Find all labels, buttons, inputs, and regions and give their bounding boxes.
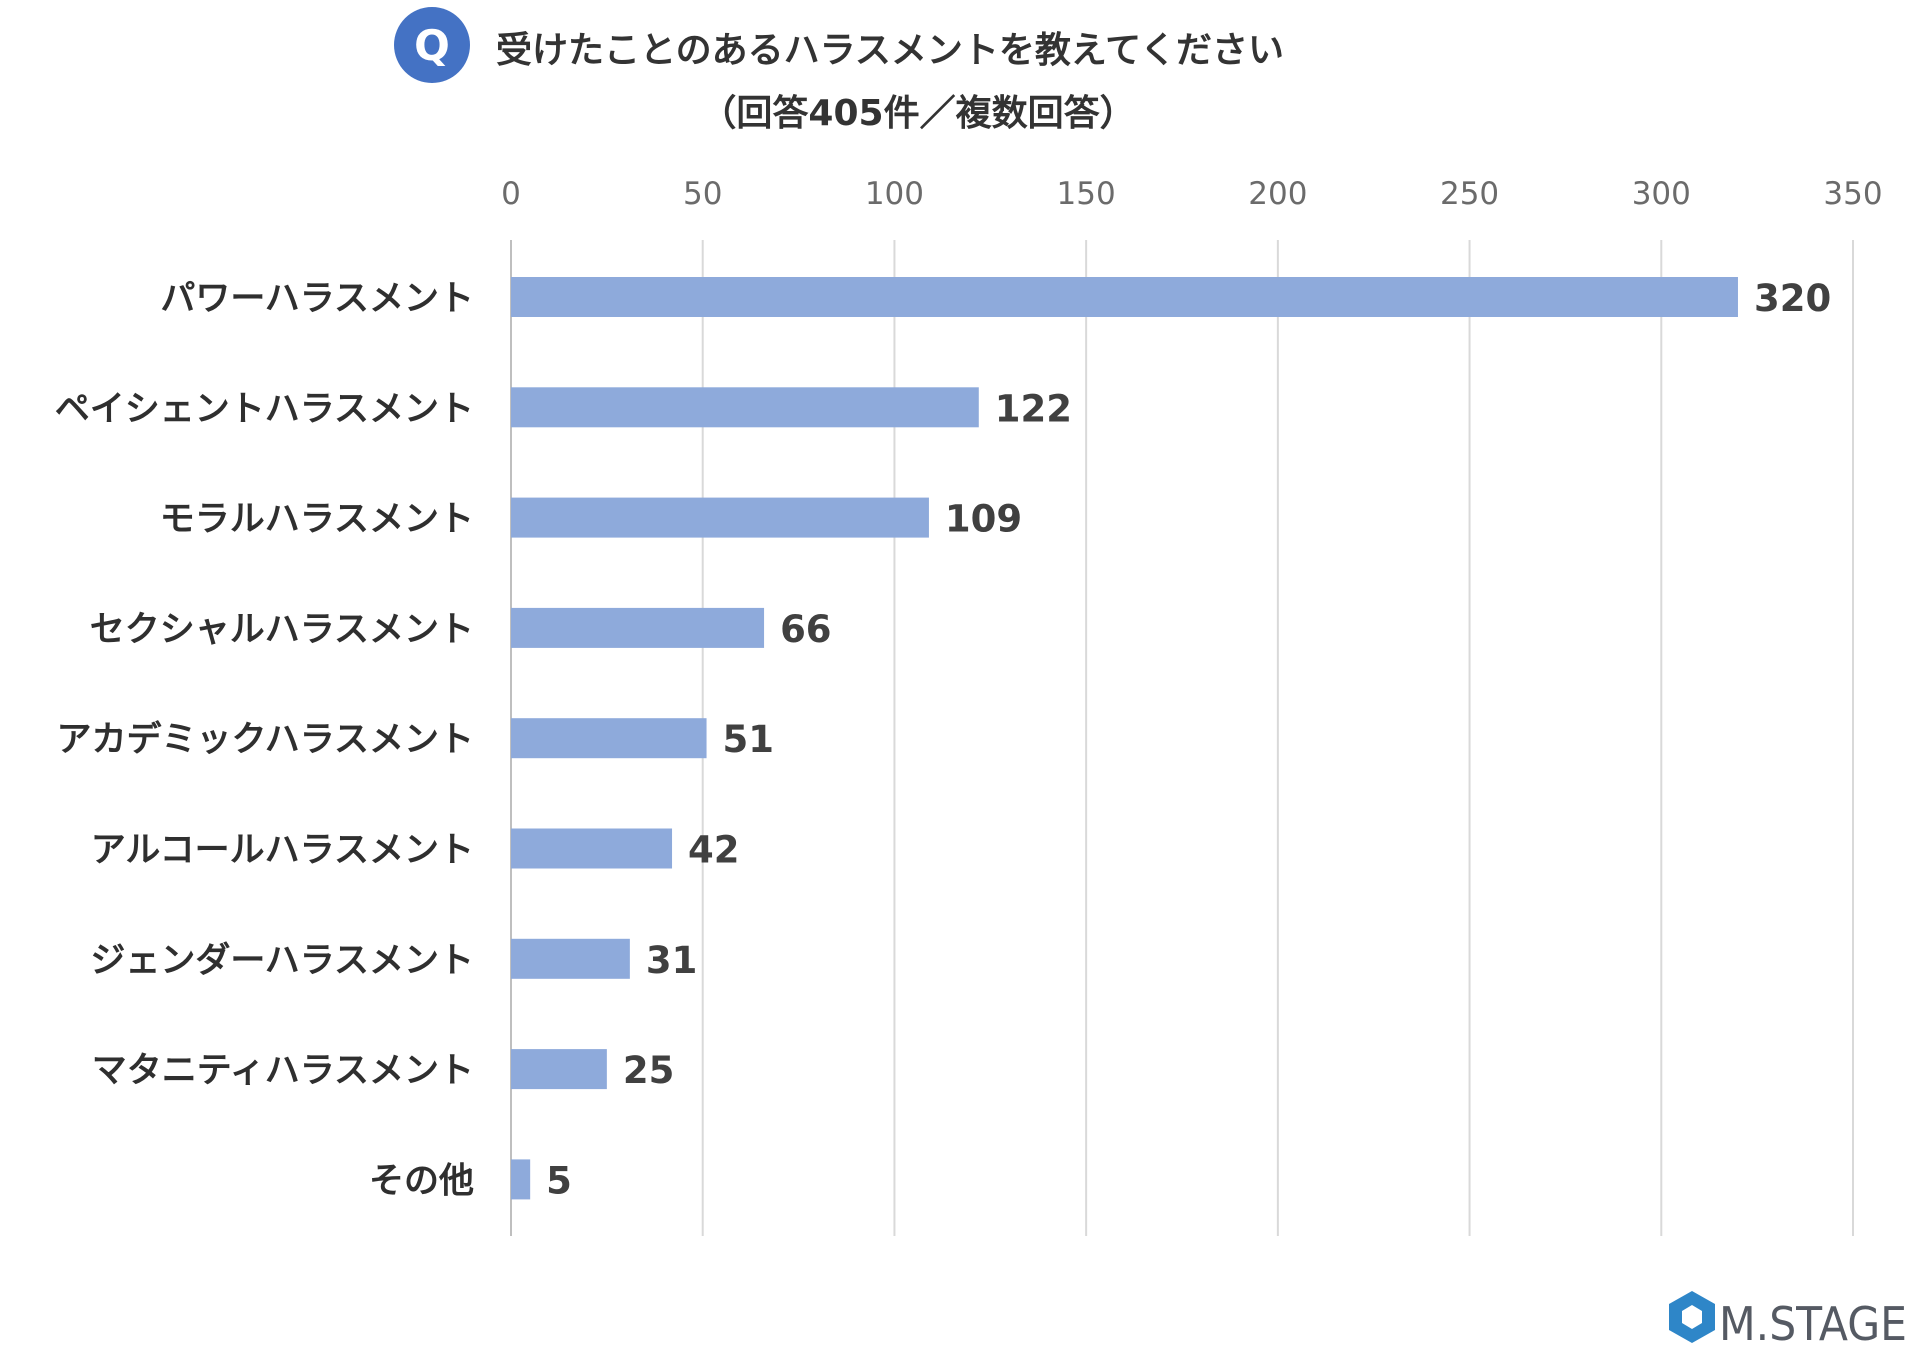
logo-hexagon-inner-icon <box>1682 1305 1702 1329</box>
chart-subtitle: （回答405件／複数回答） <box>700 93 1135 134</box>
bar <box>511 387 979 428</box>
bar <box>511 277 1738 317</box>
data-label: 109 <box>945 498 1022 541</box>
bar <box>511 718 707 759</box>
bar <box>511 828 673 869</box>
category-label: その他 <box>369 1161 474 1201</box>
bar <box>511 607 765 648</box>
category-label: ペイシェントハラスメント <box>55 389 474 429</box>
x-tick-label: 300 <box>1632 176 1691 212</box>
category-label: アルコールハラスメント <box>91 831 474 871</box>
x-tick-label: 0 <box>501 176 521 212</box>
data-label: 31 <box>646 939 698 982</box>
x-tick-label: 250 <box>1440 176 1499 212</box>
category-label: モラルハラスメント <box>160 500 474 540</box>
logo-text: M.STAGE <box>1719 1297 1907 1350</box>
value-labels: 320 122 109 66 51 42 31 25 5 <box>546 277 1831 1202</box>
category-label: ジェンダーハラスメント <box>90 941 474 981</box>
data-label: 5 <box>546 1159 572 1202</box>
data-label: 66 <box>780 608 832 651</box>
data-label: 25 <box>623 1049 675 1092</box>
data-label: 122 <box>995 387 1072 430</box>
data-label: 42 <box>688 829 740 872</box>
x-tick-label: 100 <box>865 176 924 212</box>
chart-header: Q 受けたことのあるハラスメントを教えてください （回答405件／複数回答） <box>394 7 1284 134</box>
category-label: マタニティハラスメント <box>92 1051 474 1091</box>
x-axis-ticks: 0 50 100 150 200 250 300 350 <box>501 176 1882 212</box>
category-label: アカデミックハラスメント <box>56 719 474 760</box>
x-tick-label: 200 <box>1248 176 1307 212</box>
data-label: 51 <box>723 718 775 761</box>
chart-title: 受けたことのあるハラスメントを教えてください <box>496 30 1284 71</box>
data-label: 320 <box>1754 277 1831 320</box>
x-tick-label: 350 <box>1823 176 1882 212</box>
bar <box>511 1049 607 1090</box>
x-tick-label: 150 <box>1057 176 1116 212</box>
category-label: セクシャルハラスメント <box>90 610 474 650</box>
x-tick-label: 50 <box>683 176 722 212</box>
bar <box>511 1159 531 1200</box>
bars <box>511 277 1738 1200</box>
bar <box>511 938 630 979</box>
q-badge-letter: Q <box>414 21 450 70</box>
category-label: パワーハラスメント <box>160 279 474 319</box>
mstage-logo: M.STAGE <box>1669 1291 1907 1350</box>
q-badge-icon <box>394 7 470 83</box>
bar <box>511 497 929 538</box>
category-labels: パワーハラスメントペイシェントハラスメントモラルハラスメントセクシャルハラスメン… <box>55 279 474 1201</box>
